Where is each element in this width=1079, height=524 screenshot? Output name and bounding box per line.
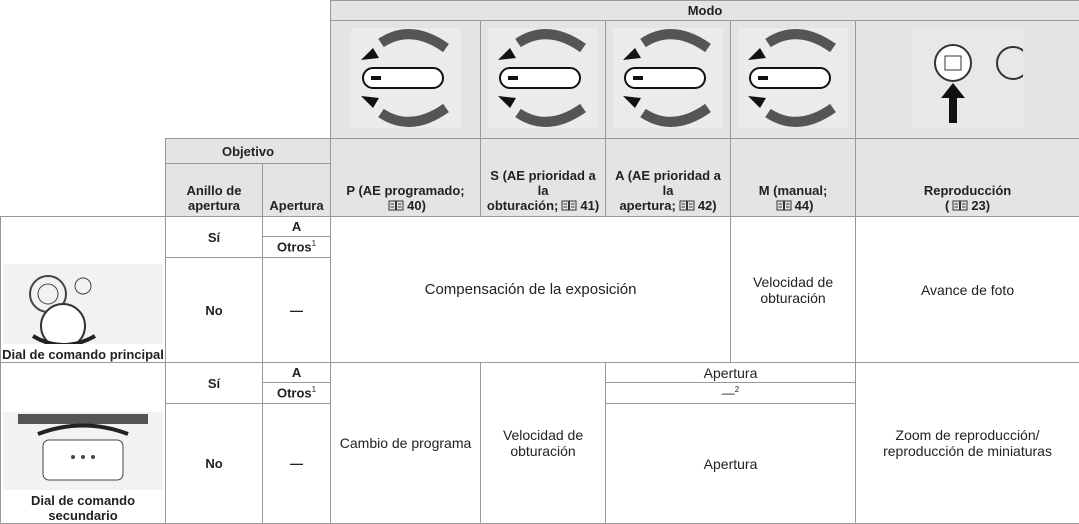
mode-name: M (manual; [759, 183, 828, 198]
cell [1, 1, 331, 21]
dash: — [722, 386, 735, 401]
footnote: 1 [312, 385, 316, 394]
dial-label: Dial de comando secundario [1, 493, 165, 523]
mode-image-cell [606, 21, 731, 139]
dial-label: Dial de comando principal [1, 347, 165, 362]
book-icon [952, 200, 968, 211]
page-ref: 40) [407, 198, 426, 213]
aperture-dash: — [263, 258, 331, 363]
dial-image [3, 412, 163, 490]
ring-yes: Sí [166, 217, 263, 258]
mode-name: S (AE prioridad a la [490, 168, 595, 198]
cell [1, 21, 331, 139]
mode-label: Reproducción(23) [856, 139, 1079, 217]
aperture-other: Otros1 [263, 383, 331, 404]
cell: Cambio de programa [331, 363, 481, 524]
footnote: 2 [735, 385, 739, 394]
book-icon [561, 200, 577, 211]
mode-label: M (manual;44) [731, 139, 856, 217]
mode-dial-image [613, 28, 723, 128]
mode-image-cell [481, 21, 606, 139]
cell: —2 [606, 383, 856, 404]
other-text: Otros [277, 240, 312, 255]
mode-image-cell [331, 21, 481, 139]
dial-cell: Dial de comando principal [1, 217, 166, 363]
footnote: 1 [312, 239, 316, 248]
mode-name: obturación; [487, 198, 559, 213]
mode-image-cell [856, 21, 1079, 139]
cell: Velocidad de obturación [731, 217, 856, 363]
book-icon [388, 200, 404, 211]
mode-dial-image [488, 28, 598, 128]
ring-header: Anillo de apertura [166, 164, 263, 217]
aperture-a: A [263, 217, 331, 237]
page-ref: 44) [795, 198, 814, 213]
ring-yes: Sí [166, 363, 263, 404]
mode-dial-image [351, 28, 461, 128]
aperture-a: A [263, 363, 331, 383]
cell: Zoom de reproducción/ reproducción de mi… [856, 363, 1079, 524]
mode-header: Modo [331, 1, 1079, 21]
cell [1, 164, 166, 217]
ring-no: No [166, 404, 263, 524]
ring-no: No [166, 258, 263, 363]
dial-image [3, 264, 163, 344]
cell [1, 139, 166, 164]
mode-name: Reproducción [924, 183, 1011, 198]
tr [1, 21, 1079, 139]
aperture-header: Apertura [263, 164, 331, 217]
cell: Apertura [606, 404, 856, 524]
mode-label: P (AE programado;40) [331, 139, 481, 217]
paren: ( [945, 198, 949, 213]
lens-header: Objetivo [166, 139, 331, 164]
page-ref: 41) [580, 198, 599, 213]
mode-name: P (AE programado; [346, 183, 464, 198]
mode-name: apertura; [619, 198, 675, 213]
tr: Modo [1, 1, 1079, 21]
aperture-dash: — [263, 404, 331, 524]
book-icon [679, 200, 695, 211]
mode-dial-image [913, 28, 1023, 128]
mode-name: A (AE prioridad a la [615, 168, 721, 198]
tr: Dial de comando principal Sí A Compensac… [1, 217, 1079, 237]
cell: Avance de foto [856, 217, 1079, 363]
tr: Objetivo P (AE programado;40)S (AE prior… [1, 139, 1079, 164]
page-ref: 23) [971, 198, 990, 213]
aperture-other: Otros1 [263, 237, 331, 258]
dial-cell: Dial de comando secundario [1, 363, 166, 524]
book-icon [776, 200, 792, 211]
mode-image-cell [731, 21, 856, 139]
tr: Dial de comando secundario Sí A Cambio d… [1, 363, 1079, 383]
mode-dial-image [738, 28, 848, 128]
cell: Velocidad de obturación [481, 363, 606, 524]
cell: Apertura [606, 363, 856, 383]
other-text: Otros [277, 386, 312, 401]
page-ref: 42) [698, 198, 717, 213]
cell: Compensación de la exposición [331, 217, 731, 363]
